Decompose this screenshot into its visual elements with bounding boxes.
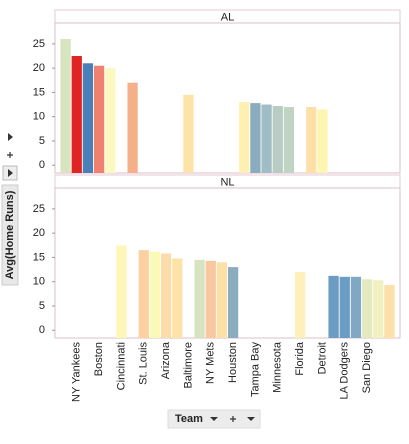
x-axis-label: Team	[175, 413, 203, 425]
bar	[172, 258, 183, 338]
x-tick-label: NY Yankees	[71, 342, 83, 402]
bar	[149, 251, 161, 338]
x-tick-label: NY Mets	[205, 342, 217, 384]
dropdown-icon[interactable]	[247, 417, 255, 421]
bar	[82, 63, 94, 174]
bar	[239, 102, 250, 173]
bar	[261, 104, 272, 173]
bar	[294, 271, 306, 338]
bar	[306, 106, 317, 173]
x-tick-label: Arizona	[160, 341, 172, 379]
panel-title: NL	[220, 176, 234, 188]
x-tick-label: St. Louis	[138, 342, 150, 385]
x-tick-label: Boston	[93, 342, 105, 376]
dropdown-icon[interactable]	[210, 417, 218, 421]
y-tick-label: 25	[33, 38, 45, 50]
x-tick-label: Tampa Bay	[249, 342, 261, 398]
y-tick-label: 10	[33, 111, 45, 123]
y-tick-label: 0	[39, 159, 45, 171]
bar	[350, 276, 362, 338]
plot-area	[54, 22, 401, 174]
plot-area	[54, 187, 401, 339]
bar	[138, 250, 149, 338]
expand-icon[interactable]	[8, 133, 13, 141]
bar	[216, 262, 228, 338]
bar	[317, 109, 328, 173]
y-axis-selector[interactable]	[1, 184, 19, 286]
add-icon[interactable]	[7, 152, 13, 158]
bar	[71, 56, 82, 174]
y-axis-label: Avg(Home Runs)	[4, 190, 16, 279]
x-tick-label: Houston	[227, 342, 239, 383]
bar	[250, 103, 261, 173]
bar	[93, 65, 105, 173]
add-icon[interactable]	[230, 416, 236, 422]
x-tick-label: Baltimore	[182, 342, 194, 388]
x-tick-label: Cincinnati	[115, 342, 127, 390]
y-tick-label: 5	[39, 300, 45, 312]
y-tick-label: 5	[39, 135, 45, 147]
x-tick-label: Detroit	[316, 342, 328, 374]
y-tick-label: 25	[33, 203, 45, 215]
panel-title: AL	[221, 11, 234, 23]
bar	[183, 94, 194, 173]
y-tick-label: 0	[39, 324, 45, 336]
bar	[373, 280, 384, 338]
x-tick-label: Minnesota	[272, 341, 284, 393]
x-tick-label: Florida	[294, 341, 306, 376]
x-tick-label: San Diego	[361, 342, 373, 393]
menu-icon	[8, 169, 13, 177]
bar	[205, 260, 216, 338]
y-tick-label: 20	[33, 62, 45, 74]
x-tick-label: LA Dodgers	[339, 342, 351, 400]
bar	[272, 106, 283, 173]
bar	[127, 82, 138, 173]
bar	[160, 253, 172, 338]
bar	[194, 259, 205, 338]
y-tick-label: 20	[33, 227, 45, 239]
bar	[361, 279, 373, 338]
bar	[227, 267, 239, 338]
bar	[283, 106, 295, 173]
bar	[60, 39, 71, 174]
y-tick-label: 15	[33, 86, 45, 98]
bar	[328, 275, 339, 338]
bar	[339, 276, 350, 338]
bar	[116, 245, 127, 338]
y-tick-label: 10	[33, 276, 45, 288]
y-tick-label: 15	[33, 251, 45, 263]
bar	[384, 285, 395, 338]
bar	[105, 68, 116, 173]
